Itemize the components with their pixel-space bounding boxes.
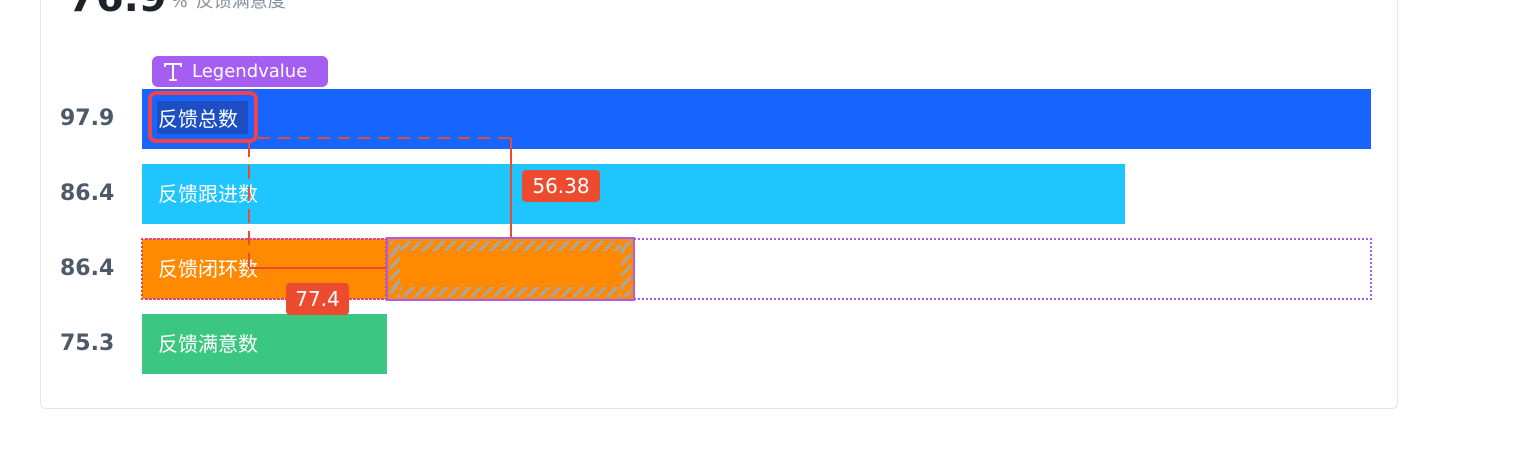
row-value-1: 97.9 [60,106,115,131]
measurement-badge-vertical: 77.4 [286,283,349,315]
kpi-header: 76.9 % 反馈满意度 [68,0,286,18]
bar-label-3[interactable]: 反馈闭环数 [158,257,258,281]
measurement-badge-horizontal: 56.38 [522,170,600,202]
legend-tag-label: Legendvalue [192,61,308,82]
hatched-bar-segment[interactable] [386,237,635,301]
kpi-unit: % [170,0,188,12]
text-icon [164,62,182,81]
row-value-4: 75.3 [60,331,115,356]
hatch-pattern [390,241,631,297]
bar-label-2[interactable]: 反馈跟进数 [158,182,258,206]
bar-feedback-total[interactable] [142,89,1371,149]
row-value-2: 86.4 [60,181,115,206]
legend-value-tag[interactable]: Legendvalue [152,56,328,87]
text-selection-highlight [157,101,248,134]
kpi-label: 反馈满意度 [195,0,286,12]
bar-label-1[interactable]: 反馈总数 [158,107,238,131]
row-value-3: 86.4 [60,256,115,281]
kpi-value: 76.9 [68,0,167,18]
bar-label-4[interactable]: 反馈满意数 [158,332,258,356]
bar-feedback-satisfied[interactable] [142,314,387,374]
bar-feedback-followup[interactable] [142,164,1125,224]
selected-element-outline[interactable] [148,91,258,143]
